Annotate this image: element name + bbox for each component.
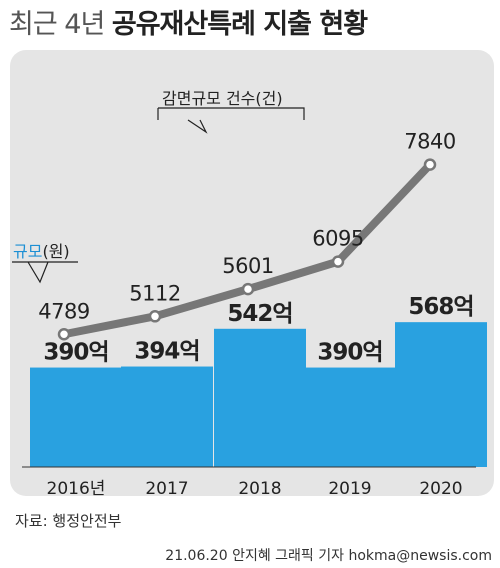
count-point — [423, 158, 437, 171]
title-light: 최근 4년 — [9, 9, 105, 40]
count-point — [331, 255, 345, 268]
bar — [304, 367, 396, 467]
source-note: 자료: 행정안전부 — [15, 512, 122, 530]
bar-value-label: 390억 — [317, 340, 382, 366]
bar — [214, 328, 306, 467]
bars-layer: 390억 394억 542억 390억 568억 — [30, 294, 487, 467]
x-tick-label: 2020 — [419, 479, 462, 499]
count-point — [57, 328, 71, 341]
size-legend-colored: 규모 — [13, 242, 42, 261]
size-callout-bubble — [12, 261, 78, 284]
size-legend-unit: (원) — [42, 242, 69, 261]
bar-value-label: 390억 — [43, 340, 108, 366]
x-tick-label: 2016년 — [47, 479, 106, 499]
count-legend-label: 감면규모 건수(건) — [162, 89, 283, 108]
title-bold: 공유재산특례 지출 현황 — [111, 9, 368, 40]
x-tick-label: 2019 — [328, 479, 371, 499]
x-tick-label: 2017 — [145, 479, 188, 499]
bar — [30, 367, 122, 467]
count-value-label: 4789 — [38, 299, 89, 323]
count-value-label: 7840 — [404, 130, 455, 154]
bar — [121, 366, 213, 467]
page-title: 최근 4년 공유재산특례 지출 현황 — [9, 4, 499, 46]
count-point — [148, 310, 162, 323]
count-point — [241, 282, 255, 296]
count-callout-bubble — [157, 107, 305, 134]
legend-callouts: 감면규모 건수(건) 규모(원) — [12, 89, 305, 284]
line-layer: 4789 5112 5601 6095 7840 — [38, 130, 456, 341]
size-legend-label: 규모(원) — [13, 242, 70, 261]
count-value-label: 5112 — [129, 281, 180, 305]
credit-line: 21.06.20 안지혜 그래픽 기자 hokma@newsis.com — [165, 548, 492, 564]
bar-value-label: 394억 — [134, 339, 199, 365]
count-value-label: 5601 — [222, 254, 273, 278]
count-value-label: 6095 — [312, 227, 363, 251]
bar-value-label: 542억 — [227, 301, 292, 327]
x-axis: 2016년 2017 2018 2019 2020 — [22, 466, 476, 499]
bar-value-label: 568억 — [408, 294, 473, 320]
bar — [395, 322, 487, 467]
x-tick-label: 2018 — [238, 479, 281, 499]
